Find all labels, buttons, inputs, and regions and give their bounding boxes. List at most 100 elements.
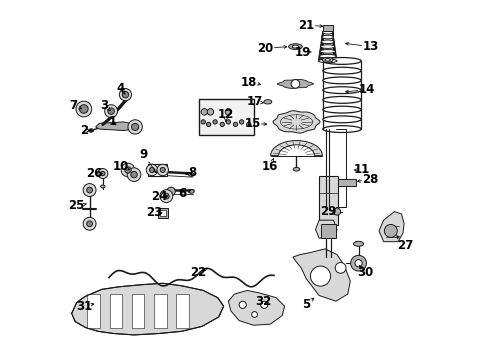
Ellipse shape — [322, 106, 361, 113]
Ellipse shape — [318, 59, 336, 63]
Ellipse shape — [321, 35, 333, 39]
Ellipse shape — [292, 45, 298, 48]
Text: 22: 22 — [190, 266, 206, 279]
Bar — [176, 294, 188, 328]
Text: 10: 10 — [112, 160, 129, 173]
Circle shape — [246, 122, 250, 127]
Polygon shape — [228, 291, 284, 325]
Circle shape — [212, 120, 217, 124]
Circle shape — [80, 105, 88, 113]
Circle shape — [310, 266, 330, 286]
Circle shape — [157, 164, 168, 176]
Polygon shape — [72, 283, 223, 335]
Circle shape — [83, 217, 96, 230]
Circle shape — [160, 167, 165, 172]
Bar — [319, 176, 337, 225]
Circle shape — [124, 167, 131, 173]
Ellipse shape — [325, 59, 329, 61]
Ellipse shape — [321, 40, 333, 44]
Ellipse shape — [322, 31, 332, 34]
Bar — [154, 294, 166, 328]
Circle shape — [128, 120, 142, 134]
Circle shape — [224, 109, 231, 115]
Text: 14: 14 — [358, 83, 375, 96]
Text: 2: 2 — [80, 124, 88, 137]
Circle shape — [354, 260, 362, 267]
Circle shape — [290, 80, 299, 88]
Ellipse shape — [322, 58, 361, 64]
Circle shape — [104, 105, 117, 118]
Ellipse shape — [320, 45, 334, 48]
Text: 24: 24 — [151, 190, 167, 203]
Polygon shape — [96, 122, 139, 131]
Circle shape — [239, 120, 244, 124]
Circle shape — [335, 262, 346, 273]
Bar — [322, 25, 332, 31]
Circle shape — [220, 122, 224, 127]
Circle shape — [163, 193, 169, 199]
Ellipse shape — [264, 100, 271, 104]
Circle shape — [233, 122, 237, 127]
Text: 20: 20 — [257, 41, 273, 54]
Text: 5: 5 — [302, 298, 310, 311]
Polygon shape — [292, 249, 349, 301]
Ellipse shape — [322, 96, 361, 103]
Ellipse shape — [188, 173, 194, 176]
Ellipse shape — [353, 241, 363, 246]
Ellipse shape — [288, 44, 302, 49]
Circle shape — [207, 109, 213, 115]
Text: 16: 16 — [262, 160, 278, 173]
Text: 18: 18 — [240, 76, 257, 89]
Ellipse shape — [322, 57, 332, 62]
Circle shape — [251, 312, 257, 318]
Circle shape — [86, 221, 92, 226]
Bar — [158, 208, 167, 218]
Bar — [198, 99, 254, 135]
Circle shape — [260, 301, 267, 309]
Text: 29: 29 — [320, 205, 336, 218]
Text: 11: 11 — [353, 163, 369, 176]
Bar — [338, 179, 355, 186]
Text: 1: 1 — [108, 116, 116, 129]
Circle shape — [350, 255, 366, 271]
Polygon shape — [270, 140, 322, 156]
Text: 19: 19 — [294, 46, 310, 59]
Circle shape — [119, 89, 131, 101]
Circle shape — [146, 164, 158, 176]
Ellipse shape — [322, 77, 361, 84]
Text: 31: 31 — [76, 300, 92, 313]
Bar — [320, 224, 336, 238]
Text: 30: 30 — [357, 266, 373, 279]
Bar — [109, 294, 122, 328]
Circle shape — [131, 123, 139, 131]
Text: 13: 13 — [362, 40, 378, 53]
Circle shape — [76, 101, 92, 117]
Text: 17: 17 — [246, 95, 262, 108]
Circle shape — [166, 187, 175, 196]
Text: 26: 26 — [86, 167, 102, 180]
Text: 28: 28 — [362, 173, 378, 186]
Polygon shape — [378, 212, 403, 242]
Circle shape — [101, 171, 105, 176]
Text: 6: 6 — [178, 187, 186, 200]
Polygon shape — [277, 79, 313, 89]
Text: 27: 27 — [396, 239, 412, 252]
Text: 4: 4 — [117, 82, 124, 95]
Text: 9: 9 — [139, 148, 147, 161]
Circle shape — [239, 301, 246, 309]
Text: 15: 15 — [244, 117, 260, 130]
Polygon shape — [315, 220, 336, 238]
Circle shape — [127, 168, 141, 181]
Ellipse shape — [293, 167, 299, 171]
Bar — [160, 210, 165, 216]
Circle shape — [333, 208, 340, 215]
Circle shape — [122, 91, 128, 98]
Bar — [148, 164, 167, 176]
Circle shape — [206, 122, 210, 127]
Circle shape — [201, 120, 205, 124]
Ellipse shape — [322, 126, 361, 132]
Text: 7: 7 — [69, 99, 77, 112]
Circle shape — [98, 168, 108, 179]
Ellipse shape — [319, 54, 336, 58]
Text: 8: 8 — [188, 166, 196, 179]
